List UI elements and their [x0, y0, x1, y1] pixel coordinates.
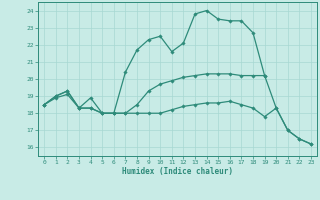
X-axis label: Humidex (Indice chaleur): Humidex (Indice chaleur)	[122, 167, 233, 176]
